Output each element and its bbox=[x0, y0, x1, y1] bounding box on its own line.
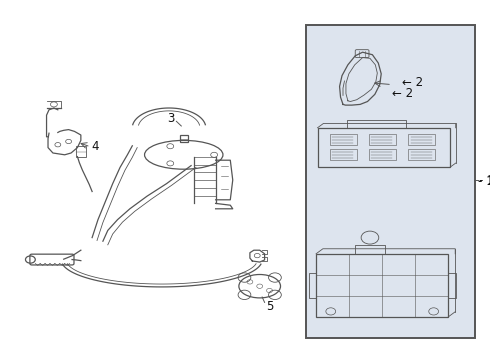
Bar bbox=[408, 149, 435, 160]
Bar bbox=[306, 25, 475, 338]
Bar bbox=[316, 254, 448, 317]
Bar bbox=[76, 146, 86, 157]
Bar bbox=[180, 135, 188, 142]
Bar bbox=[330, 149, 357, 160]
Text: ← 2: ← 2 bbox=[392, 87, 413, 100]
Bar bbox=[448, 273, 456, 298]
Text: - 1: - 1 bbox=[478, 175, 490, 188]
Bar bbox=[309, 273, 316, 298]
Text: - 1: - 1 bbox=[479, 174, 490, 186]
Bar bbox=[330, 134, 357, 145]
Text: 5: 5 bbox=[266, 300, 273, 313]
Text: ← 2: ← 2 bbox=[402, 76, 423, 89]
Text: 3: 3 bbox=[167, 112, 174, 125]
Bar bbox=[369, 134, 396, 145]
Bar bbox=[369, 149, 396, 160]
Bar bbox=[318, 128, 450, 167]
Text: 4: 4 bbox=[92, 140, 99, 153]
Bar bbox=[408, 134, 435, 145]
